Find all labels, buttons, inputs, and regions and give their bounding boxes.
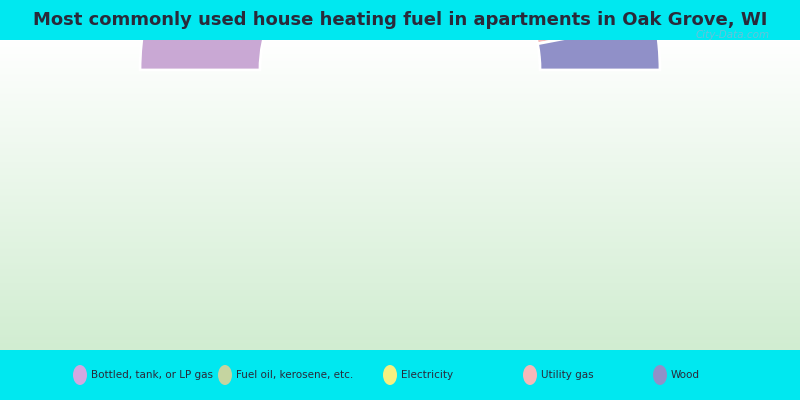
Text: Electricity: Electricity <box>401 370 453 380</box>
Wedge shape <box>140 0 400 70</box>
Text: Utility gas: Utility gas <box>541 370 594 380</box>
Ellipse shape <box>218 365 232 385</box>
Wedge shape <box>486 0 637 12</box>
Text: City-Data.com: City-Data.com <box>696 30 770 40</box>
Ellipse shape <box>383 365 397 385</box>
Ellipse shape <box>523 365 537 385</box>
Ellipse shape <box>73 365 87 385</box>
Wedge shape <box>527 0 655 44</box>
Ellipse shape <box>653 365 667 385</box>
Text: Wood: Wood <box>671 370 700 380</box>
Text: Bottled, tank, or LP gas: Bottled, tank, or LP gas <box>91 370 213 380</box>
Text: Most commonly used house heating fuel in apartments in Oak Grove, WI: Most commonly used house heating fuel in… <box>33 11 767 29</box>
Text: Fuel oil, kerosene, etc.: Fuel oil, kerosene, etc. <box>236 370 354 380</box>
Wedge shape <box>538 21 660 70</box>
Bar <box>0 0 800 40</box>
Bar <box>0 350 800 400</box>
